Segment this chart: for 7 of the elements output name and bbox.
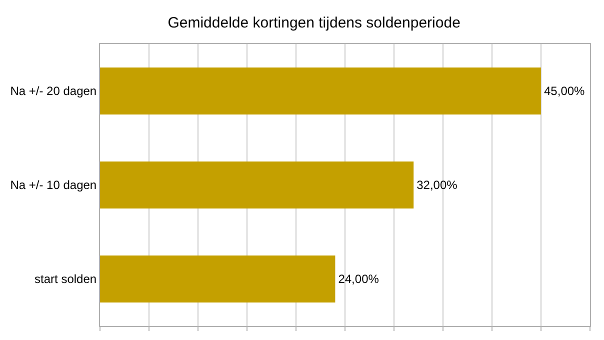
data-label: 24,00% bbox=[338, 272, 380, 286]
y-tick-label: Na +/- 10 dagen bbox=[10, 178, 97, 192]
chart-title: Gemiddelde kortingen tijdens soldenperiode bbox=[168, 14, 460, 32]
data-label: 45,00% bbox=[544, 84, 586, 98]
y-tick-label: Na +/- 20 dagen bbox=[10, 84, 97, 98]
y-tick-label: start solden bbox=[34, 272, 97, 286]
data-label: 32,00% bbox=[416, 178, 458, 192]
